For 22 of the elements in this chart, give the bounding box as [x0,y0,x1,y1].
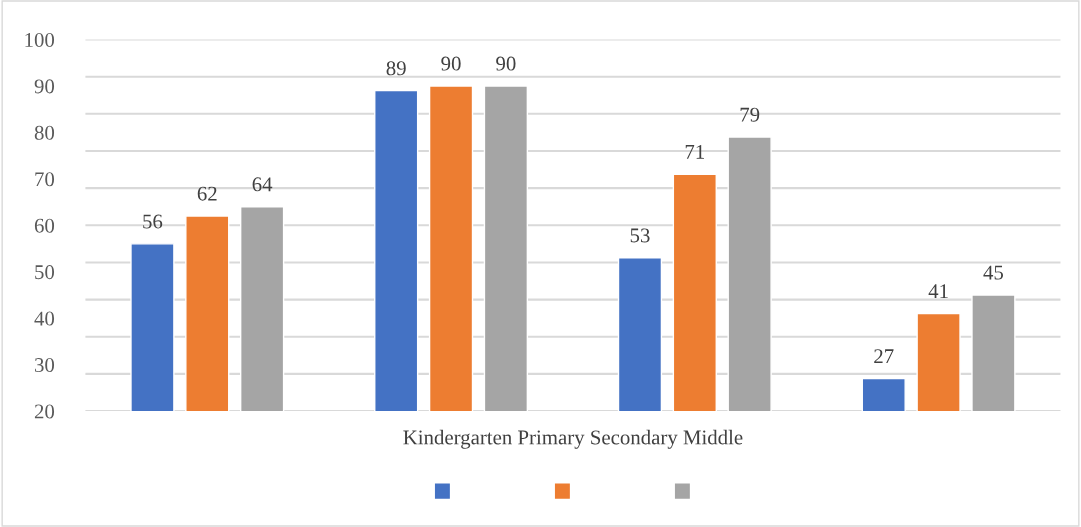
data-label: 64 [252,177,273,192]
y-tick-label: 50 [35,265,55,280]
data-label: 89 [386,61,406,76]
data-label: 62 [197,186,217,201]
y-tick-label: 80 [34,125,55,140]
y-tick-label: 100 [25,32,55,47]
data-label: 71 [685,144,704,159]
y-tick-label: 70 [35,172,55,187]
data-label: 90 [496,56,516,71]
data-label: 90 [441,56,461,71]
y-tick-label: 90 [34,79,55,94]
data-label: 27 [874,349,894,363]
data-label: 79 [740,107,760,122]
data-label: 45 [983,265,1004,280]
y-tick-label: 60 [34,218,55,233]
data-label: 53 [630,228,650,243]
y-tick-label: 40 [34,311,55,326]
y-tick-label: 20 [34,404,55,419]
data-label: 56 [143,214,163,229]
data-label: 41 [928,284,948,298]
x-axis-title: Kindergarten Primary Secondary Middle [403,429,743,449]
y-tick-label: 30 [35,357,55,373]
